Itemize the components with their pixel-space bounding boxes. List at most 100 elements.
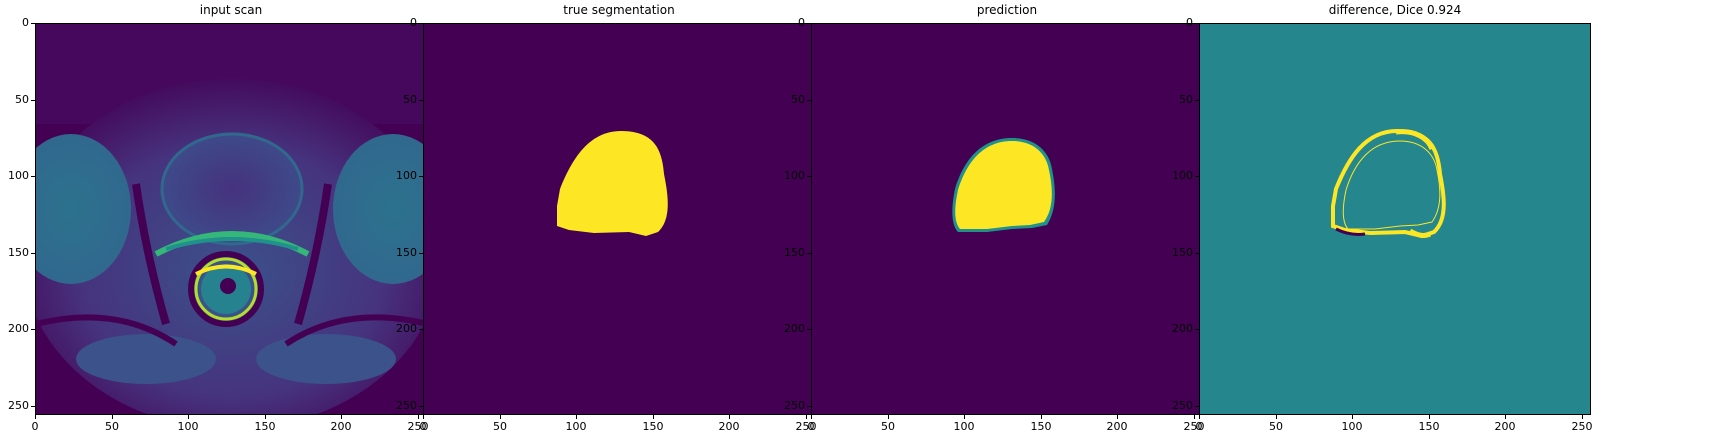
y-tick-label: 250 xyxy=(8,399,29,412)
y-tick-mark xyxy=(807,100,811,101)
x-tick-label: 0 xyxy=(807,420,815,433)
panel-input-scan: input scan xyxy=(0,0,430,433)
y-tick-label: 0 xyxy=(798,16,805,29)
y-tick-mark xyxy=(1195,253,1199,254)
y-tick-mark xyxy=(31,329,35,330)
y-tick-label: 250 xyxy=(396,399,417,412)
y-tick-mark xyxy=(31,406,35,407)
x-tick-label: 50 xyxy=(493,420,507,433)
x-tick-label: 50 xyxy=(105,420,119,433)
y-tick-mark xyxy=(31,23,35,24)
x-tick-label: 100 xyxy=(565,420,587,433)
y-tick-label: 50 xyxy=(791,93,805,106)
x-tick-mark xyxy=(1194,415,1195,419)
y-tick-mark xyxy=(419,100,423,101)
y-tick-label: 150 xyxy=(8,246,29,259)
x-tick-label: 200 xyxy=(1494,420,1516,433)
y-tick-mark xyxy=(31,176,35,177)
x-tick-mark xyxy=(423,415,424,419)
y-tick-label: 250 xyxy=(1172,399,1193,412)
x-tick-mark xyxy=(729,415,730,419)
x-tick-mark xyxy=(653,415,654,419)
y-tick-mark xyxy=(1195,329,1199,330)
y-tick-mark xyxy=(31,100,35,101)
y-tick-mark xyxy=(1195,23,1199,24)
x-tick-mark xyxy=(1276,415,1277,419)
y-tick-mark xyxy=(807,406,811,407)
panel-prediction: prediction 0 0 50 50 100 100 150 150 200 200 250 25… xyxy=(776,0,1206,433)
y-tick-label: 0 xyxy=(410,16,417,29)
y-tick-mark xyxy=(1195,100,1199,101)
x-tick-mark xyxy=(265,415,266,419)
x-tick-label: 0 xyxy=(31,420,39,433)
panel-title: true segmentation xyxy=(563,3,675,17)
x-tick-mark xyxy=(964,415,965,419)
y-tick-label: 200 xyxy=(784,322,805,335)
x-tick-mark xyxy=(811,415,812,419)
y-tick-label: 200 xyxy=(396,322,417,335)
x-tick-mark xyxy=(888,415,889,419)
x-tick-label: 150 xyxy=(1418,420,1440,433)
y-tick-label: 50 xyxy=(1179,93,1193,106)
x-tick-mark xyxy=(806,415,807,419)
y-tick-label: 100 xyxy=(784,169,805,182)
y-tick-mark xyxy=(419,23,423,24)
y-tick-mark xyxy=(419,406,423,407)
x-tick-mark xyxy=(1352,415,1353,419)
x-tick-label: 250 xyxy=(1183,420,1205,433)
x-tick-label: 150 xyxy=(254,420,276,433)
x-tick-label: 50 xyxy=(1269,420,1283,433)
x-tick-label: 150 xyxy=(642,420,664,433)
x-tick-mark xyxy=(1199,415,1200,419)
x-tick-label: 0 xyxy=(419,420,427,433)
prediction-mask-render xyxy=(952,138,1055,232)
x-tick-label: 150 xyxy=(1030,420,1052,433)
y-tick-label: 0 xyxy=(22,16,29,29)
panel-title: difference, Dice 0.924 xyxy=(1328,3,1462,17)
x-tick-label: 0 xyxy=(1195,420,1203,433)
x-tick-label: 250 xyxy=(407,420,429,433)
x-tick-label: 100 xyxy=(177,420,199,433)
y-tick-mark xyxy=(807,23,811,24)
x-tick-mark xyxy=(576,415,577,419)
y-tick-label: 150 xyxy=(784,246,805,259)
x-tick-mark xyxy=(1582,415,1583,419)
x-tick-mark xyxy=(418,415,419,419)
x-tick-mark xyxy=(1429,415,1430,419)
y-tick-mark xyxy=(807,329,811,330)
y-tick-label: 150 xyxy=(1172,246,1193,259)
x-tick-label: 100 xyxy=(1341,420,1363,433)
y-tick-label: 100 xyxy=(8,169,29,182)
y-tick-mark xyxy=(1195,176,1199,177)
x-tick-mark xyxy=(1041,415,1042,419)
x-tick-label: 100 xyxy=(953,420,975,433)
x-tick-label: 200 xyxy=(1106,420,1128,433)
x-tick-mark xyxy=(1505,415,1506,419)
y-tick-label: 200 xyxy=(8,322,29,335)
x-tick-label: 200 xyxy=(330,420,352,433)
x-tick-label: 200 xyxy=(718,420,740,433)
true-segmentation-image xyxy=(423,23,815,415)
mri-image xyxy=(35,23,427,415)
y-tick-mark xyxy=(807,253,811,254)
panel-difference: difference, Dice 0.924 0 0 50 50 100 100 150 15… xyxy=(1164,0,1594,433)
y-tick-mark xyxy=(1195,406,1199,407)
y-tick-label: 150 xyxy=(396,246,417,259)
x-tick-mark xyxy=(1117,415,1118,419)
y-tick-mark xyxy=(807,176,811,177)
panel-true-segmentation: true segmentation 0 0 50 50 100 100 150 150 200 2… xyxy=(388,0,818,433)
y-tick-mark xyxy=(419,329,423,330)
x-tick-label: 50 xyxy=(881,420,895,433)
mri-scan-render xyxy=(36,24,426,414)
y-tick-label: 200 xyxy=(1172,322,1193,335)
x-tick-mark xyxy=(500,415,501,419)
difference-map-render xyxy=(1331,128,1446,239)
panel-title: input scan xyxy=(199,3,263,17)
y-tick-label: 100 xyxy=(1172,169,1193,182)
difference-image xyxy=(1199,23,1591,415)
y-tick-mark xyxy=(31,253,35,254)
x-tick-label: 250 xyxy=(1571,420,1593,433)
y-tick-label: 50 xyxy=(403,93,417,106)
x-tick-mark xyxy=(112,415,113,419)
x-tick-mark xyxy=(188,415,189,419)
